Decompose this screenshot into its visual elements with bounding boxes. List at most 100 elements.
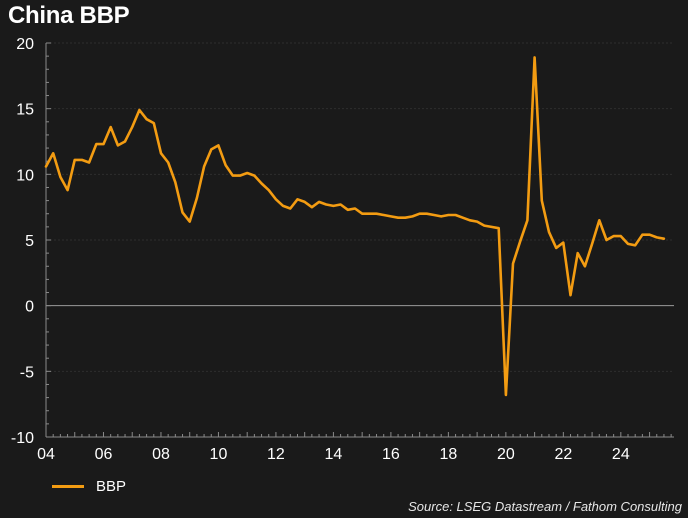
x-tick-label: 20 bbox=[497, 446, 515, 463]
x-tick-label: 06 bbox=[95, 446, 113, 463]
data-point bbox=[332, 205, 334, 207]
data-point bbox=[59, 176, 62, 178]
data-point bbox=[146, 118, 148, 120]
x-tick-label: 18 bbox=[439, 446, 457, 463]
data-point bbox=[95, 143, 97, 145]
data-point bbox=[253, 175, 255, 177]
x-tick-label: 16 bbox=[382, 446, 400, 463]
data-point bbox=[426, 213, 428, 215]
data-point bbox=[203, 165, 205, 168]
data-point bbox=[268, 189, 270, 191]
data-point bbox=[102, 143, 105, 145]
y-tick-label: 0 bbox=[25, 299, 34, 316]
data-point bbox=[160, 152, 162, 154]
axes bbox=[45, 42, 674, 438]
series-line-bbp bbox=[44, 56, 666, 397]
data-point bbox=[296, 198, 299, 200]
data-point bbox=[375, 213, 378, 215]
data-point bbox=[138, 109, 140, 111]
data-point bbox=[347, 209, 349, 211]
data-point bbox=[167, 161, 169, 164]
data-point bbox=[447, 214, 449, 216]
data-point bbox=[627, 243, 629, 245]
data-point bbox=[663, 238, 665, 240]
data-point bbox=[282, 205, 284, 207]
data-point bbox=[605, 239, 608, 241]
legend-swatch-bbp bbox=[52, 485, 84, 488]
data-point bbox=[196, 197, 198, 199]
data-point bbox=[124, 140, 126, 143]
data-point bbox=[81, 159, 83, 161]
data-point bbox=[289, 207, 291, 210]
grid-lines bbox=[46, 42, 674, 438]
x-tick-label: 04 bbox=[37, 446, 55, 463]
data-point bbox=[519, 240, 521, 242]
legend: BBP bbox=[52, 478, 126, 495]
data-point bbox=[174, 181, 176, 183]
data-point bbox=[340, 203, 342, 206]
data-point bbox=[469, 219, 471, 221]
data-point bbox=[225, 164, 227, 166]
data-point bbox=[440, 215, 442, 217]
tick-labels: -10 -5 0 5 10 15 20 04 06 08 10 12 14 16 18 20 22 24 bbox=[11, 36, 630, 463]
legend-label-bbp: BBP bbox=[96, 478, 127, 495]
data-point bbox=[490, 226, 493, 228]
chart-title: China BBP bbox=[8, 2, 130, 29]
y-tick-label: 10 bbox=[16, 167, 34, 184]
data-point bbox=[390, 215, 392, 217]
data-point bbox=[526, 219, 529, 221]
data-point bbox=[311, 206, 313, 208]
data-point bbox=[569, 294, 572, 296]
data-point bbox=[512, 263, 514, 265]
x-tick-label: 14 bbox=[325, 446, 343, 463]
source-note: Source: LSEG Datastream / Fathom Consult… bbox=[408, 499, 682, 514]
data-point bbox=[325, 203, 327, 206]
data-point bbox=[613, 235, 615, 237]
y-tick-label: 20 bbox=[16, 36, 34, 53]
data-point bbox=[383, 214, 385, 216]
data-point bbox=[505, 394, 507, 396]
data-point bbox=[404, 217, 406, 219]
data-point bbox=[304, 201, 306, 203]
data-point bbox=[534, 56, 536, 59]
data-point bbox=[562, 242, 564, 244]
data-point bbox=[620, 235, 622, 237]
data-point bbox=[153, 122, 155, 124]
data-point bbox=[318, 201, 320, 203]
data-point bbox=[45, 165, 47, 168]
data-point bbox=[656, 236, 658, 238]
data-point bbox=[584, 265, 586, 267]
data-point bbox=[548, 231, 550, 233]
data-point bbox=[117, 144, 119, 146]
data-point bbox=[88, 161, 90, 164]
data-point bbox=[433, 214, 435, 216]
data-point bbox=[239, 175, 241, 177]
data-point bbox=[189, 221, 191, 223]
data-point bbox=[354, 207, 356, 210]
data-point bbox=[591, 243, 593, 245]
data-point bbox=[476, 221, 478, 223]
y-tick-label: -5 bbox=[20, 364, 34, 381]
data-point bbox=[634, 244, 636, 246]
data-point bbox=[483, 225, 485, 227]
data-point bbox=[181, 211, 184, 213]
data-point bbox=[368, 213, 370, 215]
data-point bbox=[261, 182, 263, 185]
data-point bbox=[598, 219, 600, 221]
y-tick-label: 15 bbox=[16, 102, 34, 119]
y-tick-label: -10 bbox=[11, 430, 34, 447]
data-point bbox=[455, 214, 457, 216]
data-point bbox=[649, 234, 651, 236]
data-point bbox=[246, 172, 248, 174]
x-tick-label: 12 bbox=[267, 446, 285, 463]
data-point bbox=[397, 217, 399, 219]
x-tick-label: 10 bbox=[210, 446, 228, 463]
data-point bbox=[52, 152, 54, 154]
data-point bbox=[419, 213, 421, 215]
data-point bbox=[462, 217, 464, 219]
y-tick-label: 5 bbox=[25, 233, 34, 250]
data-point bbox=[217, 144, 219, 146]
data-point bbox=[110, 126, 112, 128]
data-point bbox=[131, 126, 133, 128]
